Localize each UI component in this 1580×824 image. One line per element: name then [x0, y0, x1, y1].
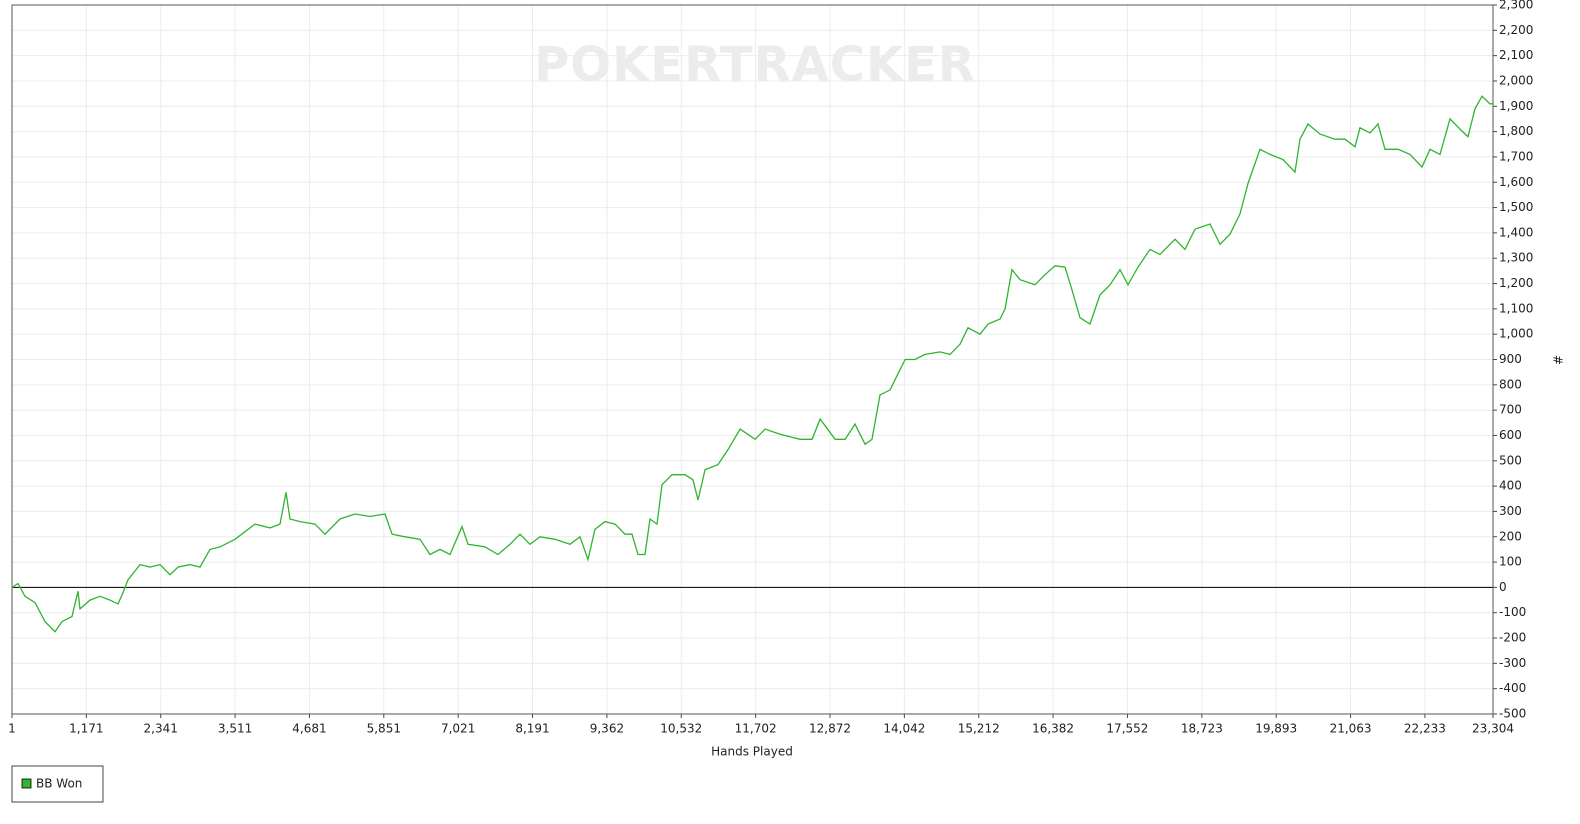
y-tick-label: -500	[1499, 707, 1526, 721]
x-tick-label: 11,702	[735, 722, 777, 736]
y-tick-label: 1,400	[1499, 225, 1533, 239]
y-tick-label: 1,800	[1499, 124, 1533, 138]
y-tick-label: -400	[1499, 681, 1526, 695]
y-tick-label: 500	[1499, 453, 1522, 467]
y-tick-label: 1,500	[1499, 200, 1533, 214]
x-tick-label: 12,872	[809, 722, 851, 736]
x-tick-label: 10,532	[660, 722, 702, 736]
legend-label: BB Won	[36, 777, 82, 791]
legend: BB Won	[11, 765, 104, 803]
y-tick-label: 2,100	[1499, 48, 1533, 62]
x-tick-label: 4,681	[292, 722, 326, 736]
x-tick-label: 21,063	[1330, 722, 1372, 736]
y-tick-label: 1,000	[1499, 327, 1533, 341]
x-tick-label: 22,233	[1404, 722, 1446, 736]
y-tick-label: 0	[1499, 580, 1507, 594]
x-tick-label: 5,851	[367, 722, 401, 736]
y-tick-label: 200	[1499, 529, 1522, 543]
y-tick-label: 1,700	[1499, 149, 1533, 163]
legend-swatch	[21, 778, 32, 789]
y-tick-label: 100	[1499, 555, 1522, 569]
y-tick-label: 600	[1499, 428, 1522, 442]
x-tick-label: 2,341	[144, 722, 178, 736]
x-tick-label: 14,042	[883, 722, 925, 736]
x-tick-label: 9,362	[590, 722, 624, 736]
y-tick-label: 1,300	[1499, 251, 1533, 265]
y-tick-label: 800	[1499, 377, 1522, 391]
x-tick-label: 7,021	[441, 722, 475, 736]
y-tick-label: 1,200	[1499, 276, 1533, 290]
x-tick-label: 1,171	[69, 722, 103, 736]
x-tick-label: 23,304	[1472, 722, 1514, 736]
x-tick-label: 3,511	[218, 722, 252, 736]
y-tick-label: -300	[1499, 656, 1526, 670]
y-tick-label: 700	[1499, 403, 1522, 417]
x-tick-label: 17,552	[1106, 722, 1148, 736]
y-tick-label: 400	[1499, 479, 1522, 493]
y-tick-label: -200	[1499, 631, 1526, 645]
plot-border	[11, 4, 1494, 715]
y-tick-label: 1,600	[1499, 175, 1533, 189]
x-tick-label: 8,191	[515, 722, 549, 736]
y-tick-label: 1,900	[1499, 99, 1533, 113]
x-axis-title: Hands Played	[711, 745, 793, 759]
y-tick-label: 900	[1499, 352, 1522, 366]
y-tick-label: 2,200	[1499, 23, 1533, 37]
y-tick-label: 2,300	[1499, 0, 1533, 12]
y-tick-label: 2,000	[1499, 73, 1533, 87]
y-tick-label: -100	[1499, 605, 1526, 619]
watermark: POKERTRACKER	[534, 37, 976, 93]
x-tick-label: 15,212	[958, 722, 1000, 736]
data-line	[11, 95, 1493, 633]
y-tick-label: 300	[1499, 504, 1522, 518]
y-axis-title: #	[1551, 355, 1565, 365]
x-tick-label: 18,723	[1181, 722, 1223, 736]
x-tick-label: 16,382	[1032, 722, 1074, 736]
y-tick-label: 1,100	[1499, 301, 1533, 315]
x-tick-label: 19,893	[1255, 722, 1297, 736]
x-tick-label: 1	[8, 722, 16, 736]
